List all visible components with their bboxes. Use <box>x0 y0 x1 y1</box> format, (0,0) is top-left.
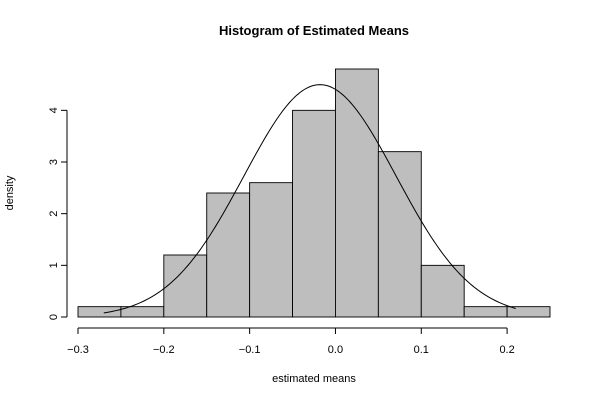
y-axis-label: density <box>4 175 16 210</box>
bars-group <box>77 68 551 318</box>
histogram-bar <box>506 306 551 318</box>
x-axis-label: estimated means <box>272 373 356 385</box>
x-tick-label: −0.1 <box>239 344 261 356</box>
x-tick-label: 0.1 <box>414 344 429 356</box>
y-tick-label: 4 <box>48 107 60 113</box>
y-tick-label: 2 <box>48 211 60 217</box>
histogram-bar <box>206 192 251 318</box>
density-curve-line <box>103 84 516 314</box>
histogram-bar <box>335 68 379 318</box>
x-tick-label: −0.3 <box>67 344 89 356</box>
histogram-bar <box>420 264 465 318</box>
x-tick-label: 0.2 <box>499 344 514 356</box>
histogram-bar <box>120 306 165 318</box>
histogram-bar <box>377 151 422 318</box>
y-axis: 0 1 2 3 4 <box>48 107 68 320</box>
chart-title: Histogram of Estimated Means <box>219 23 409 38</box>
x-tick-label: 0.0 <box>328 344 343 356</box>
y-tick-label: 3 <box>48 159 60 165</box>
histogram-bar <box>463 306 508 318</box>
histogram-bar <box>292 109 336 318</box>
x-axis: −0.3 −0.2 −0.1 0.0 0.1 0.2 <box>67 327 515 356</box>
density-curve-group <box>103 84 516 314</box>
histogram-bar <box>163 254 208 318</box>
histogram-bar <box>249 182 293 318</box>
y-tick-label: 0 <box>48 314 60 320</box>
histogram-bar <box>77 306 122 318</box>
x-tick-label: −0.2 <box>153 344 175 356</box>
y-tick-label: 1 <box>48 262 60 268</box>
